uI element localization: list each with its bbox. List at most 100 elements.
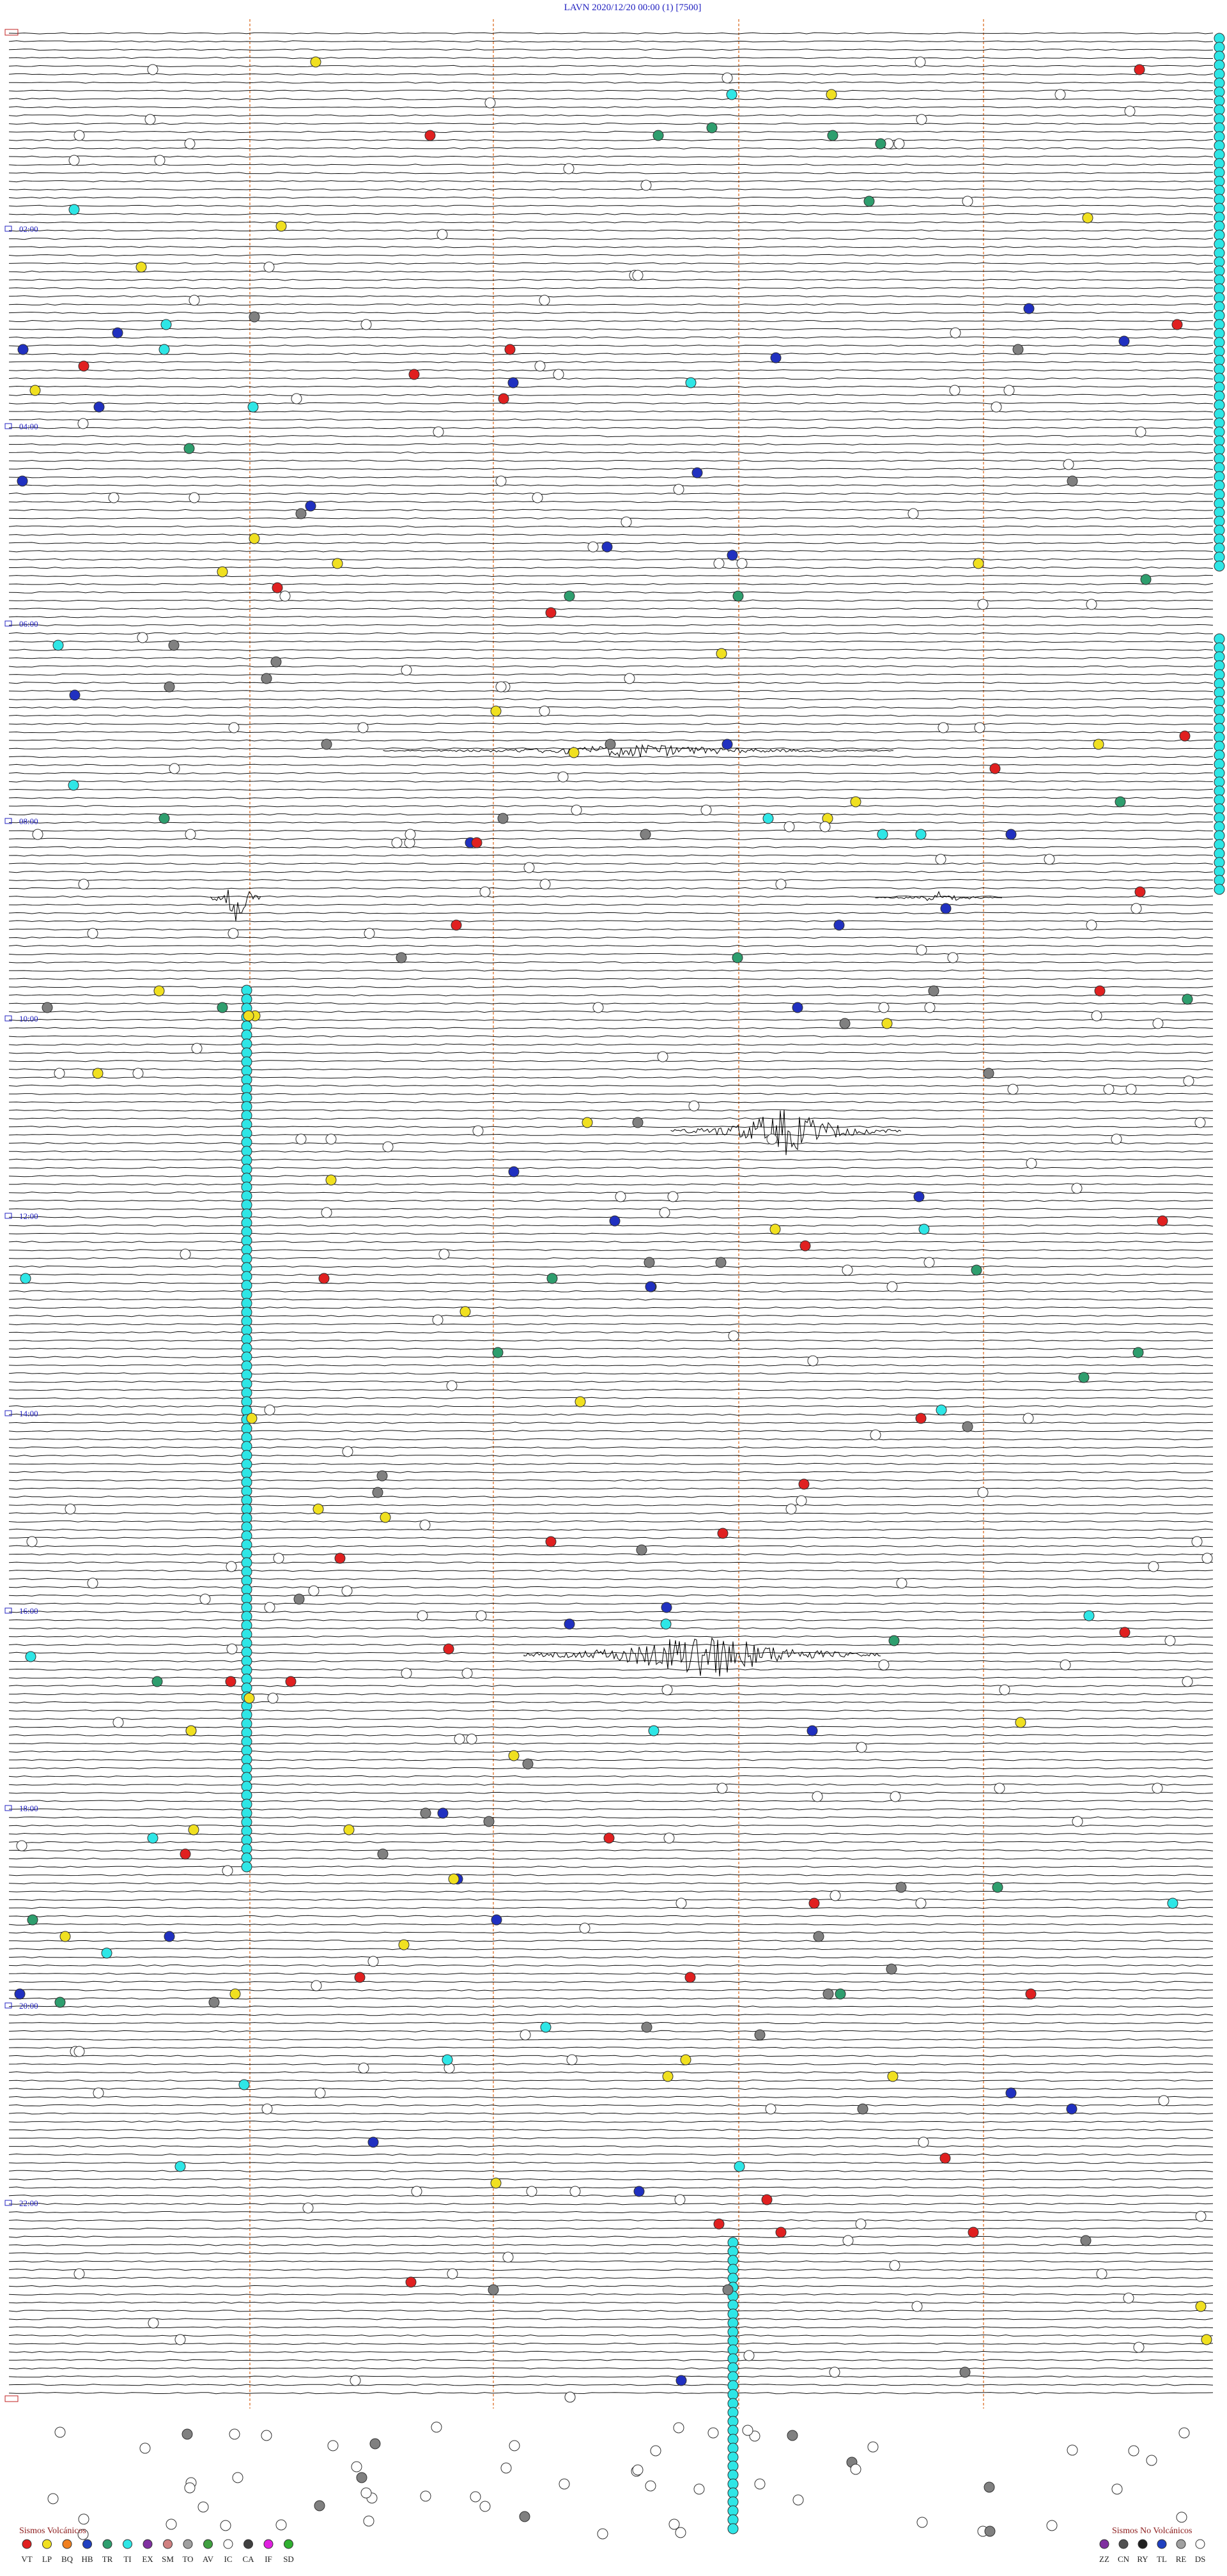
event-marker <box>437 1807 449 1819</box>
event-marker <box>621 516 632 528</box>
trace <box>8 188 1214 191</box>
header-title: LAVN 2020/12/20 00:00 (1) [7500] <box>564 3 702 13</box>
event-marker <box>249 311 260 323</box>
trace <box>9 1092 1214 1095</box>
trace <box>8 632 1214 635</box>
event-marker <box>691 467 703 479</box>
event-marker <box>523 862 535 873</box>
event-marker <box>78 360 89 372</box>
trace <box>8 813 1214 816</box>
event-marker <box>680 2054 691 2066</box>
event-marker <box>881 1018 893 1029</box>
event-marker <box>1214 884 1225 895</box>
trace <box>8 221 1214 224</box>
trace <box>8 122 1214 125</box>
trace <box>8 484 1214 487</box>
event-marker <box>668 2518 680 2530</box>
event-marker <box>716 1782 728 1794</box>
trace <box>8 344 1214 347</box>
event-marker <box>270 656 282 668</box>
event-marker <box>332 558 343 569</box>
trace <box>8 780 1214 783</box>
event-marker <box>1083 1610 1095 1621</box>
legend-code: SM <box>162 2554 174 2564</box>
event-marker <box>968 2227 979 2238</box>
event-marker <box>645 1281 656 1292</box>
trace <box>8 1479 1214 1482</box>
trace <box>8 1734 1214 1736</box>
event-marker <box>16 1840 27 1851</box>
time-label: 22:00 <box>19 2198 38 2208</box>
event-marker <box>935 854 946 865</box>
legend-swatch <box>143 2539 153 2549</box>
event-marker <box>164 681 175 693</box>
time-label: 08:00 <box>19 816 38 826</box>
trace <box>8 1142 1214 1145</box>
event-marker <box>886 1281 898 1292</box>
event-marker <box>376 1470 388 1482</box>
legend-swatch <box>1157 2539 1167 2549</box>
trace <box>8 1183 1214 1186</box>
legend-code: TR <box>102 2554 113 2564</box>
trace <box>8 1504 1214 1506</box>
legend-code: ZZ <box>1099 2554 1109 2564</box>
event-marker <box>17 475 28 487</box>
event-marker <box>132 1068 144 1079</box>
trace <box>8 714 1214 717</box>
event-marker <box>490 2177 502 2189</box>
event-marker <box>78 2513 89 2525</box>
event-marker <box>727 2523 739 2534</box>
legend-swatch <box>1195 2539 1205 2549</box>
trace <box>8 2178 1214 2181</box>
event-marker <box>484 97 496 109</box>
trace <box>8 1413 1214 1416</box>
event-waveform <box>670 1109 902 1155</box>
event-marker <box>502 2251 514 2263</box>
trace <box>8 1816 1214 1819</box>
event-marker <box>532 492 543 503</box>
event-marker <box>693 2483 705 2495</box>
event-marker <box>765 2103 776 2115</box>
time-label: 06:00 <box>19 619 38 629</box>
trace <box>8 2268 1214 2271</box>
trace <box>8 2318 1214 2320</box>
event-marker <box>495 475 507 487</box>
time-label-box <box>4 1410 12 1416</box>
trace <box>8 706 1214 709</box>
event-marker <box>568 747 580 758</box>
event-marker <box>443 1643 454 1655</box>
trace <box>8 1487 1214 1490</box>
event-marker <box>447 2268 458 2280</box>
trace <box>8 1381 1214 1383</box>
event-marker <box>564 590 575 602</box>
trace <box>8 1866 1214 1868</box>
event-marker <box>575 1396 586 1407</box>
event-marker <box>164 1931 175 1942</box>
trace <box>8 1783 1214 1786</box>
trace <box>8 624 1214 627</box>
event-marker <box>508 1750 520 1761</box>
event-marker <box>659 1207 670 1218</box>
event-marker <box>431 2421 442 2433</box>
event-waveform <box>210 889 261 921</box>
trace <box>8 319 1214 323</box>
event-marker <box>888 1635 900 1646</box>
event-marker <box>648 1725 660 1736</box>
legend-code: RE <box>1176 2554 1187 2564</box>
event-marker <box>77 2529 89 2540</box>
event-marker <box>807 1355 819 1367</box>
event-marker <box>1182 993 1193 1005</box>
event-marker <box>971 1264 982 1276</box>
trace <box>8 172 1214 174</box>
trace <box>8 1265 1214 1268</box>
event-marker <box>597 2528 608 2540</box>
event-marker <box>472 1125 484 1137</box>
event-marker <box>78 878 89 890</box>
event-marker <box>275 220 287 232</box>
trace <box>8 2211 1214 2214</box>
event-marker <box>632 1117 644 1128</box>
event-marker <box>564 1618 575 1630</box>
event-marker <box>950 327 961 339</box>
event-marker <box>1082 212 1093 224</box>
trace <box>8 196 1214 199</box>
